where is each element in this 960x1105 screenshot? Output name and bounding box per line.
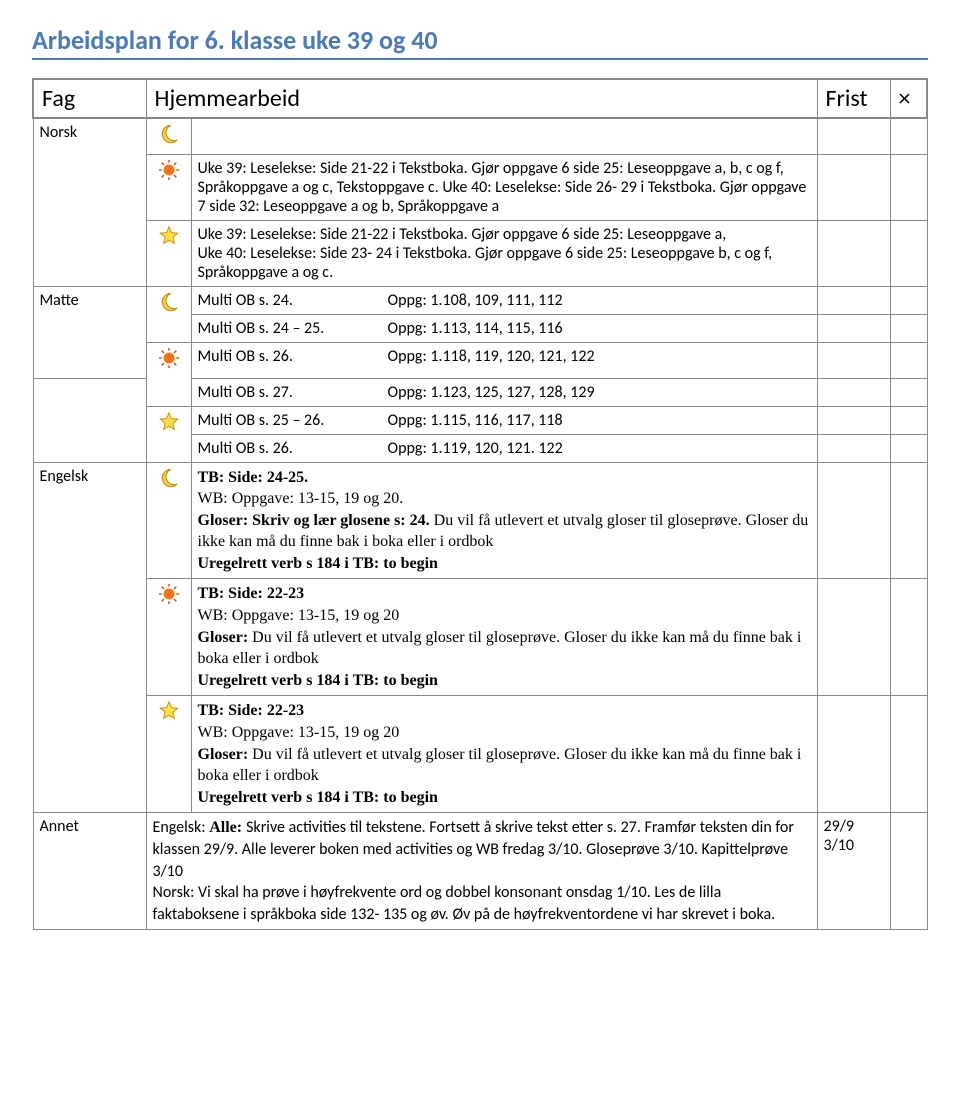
table-row: Matte Multi OB s. 24.Oppg: 1.108, 109, 1… — [33, 287, 927, 315]
matte-sun-2: Multi OB s. 27.Oppg: 1.123, 125, 127, 12… — [191, 378, 817, 406]
table-row: Uke 39: Leselekse: Side 21-22 i Tekstbok… — [33, 221, 927, 287]
norsk-task-star: Uke 39: Leselekse: Side 21-22 i Tekstbok… — [191, 221, 817, 287]
annet-norsk-text: Norsk: Vi skal ha prøve i høyfrekvente o… — [153, 882, 811, 925]
col-frist: Frist — [817, 79, 890, 118]
star-icon — [158, 411, 180, 433]
icon-cell — [146, 118, 191, 155]
frist-date: 3/10 — [824, 836, 884, 855]
tb-label: TB: Side: 22-23 — [198, 585, 305, 602]
col-hjemmearbeid: Hjemmearbeid — [146, 79, 817, 118]
annet-eng-label: Engelsk: — [153, 818, 210, 837]
moon-icon — [158, 291, 180, 313]
table-row: TB: Side: 22-23 WB: Oppgave: 13-15, 19 o… — [33, 579, 927, 696]
gloser-rest: Du vil få utlevert et utvalg gloser til … — [198, 629, 802, 668]
matte-opp: Oppg: 1.113, 114, 115, 116 — [388, 319, 563, 338]
matte-star-1: Multi OB s. 25 – 26.Oppg: 1.115, 116, 11… — [191, 406, 817, 434]
workplan-table: Fag Hjemmearbeid Frist × Norsk Uke 39: L… — [32, 78, 928, 930]
matte-book: Multi OB s. 24 – 25. — [198, 319, 388, 338]
engelsk-moon: TB: Side: 24-25. WB: Oppgave: 13-15, 19 … — [191, 462, 817, 579]
wb-label: WB: Oppgave: 13-15, 19 og 20. — [198, 490, 404, 507]
matte-opp: Oppg: 1.108, 109, 111, 112 — [388, 291, 563, 310]
engelsk-star: TB: Side: 22-23 WB: Oppgave: 13-15, 19 o… — [191, 696, 817, 813]
norsk-empty — [191, 118, 817, 155]
tb-label: TB: Side: 22-23 — [198, 702, 305, 719]
table-row: Multi OB s. 27.Oppg: 1.123, 125, 127, 12… — [33, 378, 927, 406]
star-icon — [158, 225, 180, 247]
matte-opp: Oppg: 1.118, 119, 120, 121, 122 — [388, 347, 595, 366]
moon-icon — [158, 467, 180, 489]
table-row: Multi OB s. 26.Oppg: 1.118, 119, 120, 12… — [33, 343, 927, 379]
matte-opp: Oppg: 1.123, 125, 127, 128, 129 — [388, 383, 595, 402]
sun-icon — [158, 347, 180, 369]
wb-label: WB: Oppgave: 13-15, 19 og 20 — [198, 607, 400, 624]
star-icon — [158, 700, 180, 722]
table-row: Engelsk TB: Side: 24-25. WB: Oppgave: 13… — [33, 462, 927, 579]
matte-moon-1: Multi OB s. 24.Oppg: 1.108, 109, 111, 11… — [191, 287, 817, 315]
subject-annet: Annet — [33, 813, 146, 930]
subject-engelsk: Engelsk — [33, 462, 146, 813]
matte-book: Multi OB s. 24. — [198, 291, 388, 310]
gloser-rest: Du vil få utlevert et utvalg gloser til … — [198, 746, 802, 785]
wb-label: WB: Oppgave: 13-15, 19 og 20 — [198, 724, 400, 741]
sun-icon — [158, 159, 180, 181]
gloser-lead: Gloser: — [198, 629, 249, 646]
matte-book: Multi OB s. 25 – 26. — [198, 411, 388, 430]
matte-opp: Oppg: 1.119, 120, 121. 122 — [388, 439, 563, 458]
matte-book: Multi OB s. 26. — [198, 347, 388, 366]
gloser-lead: Gloser: — [198, 746, 249, 763]
verb-line: Uregelrett verb s 184 i TB: to begin — [198, 789, 438, 806]
engelsk-sun: TB: Side: 22-23 WB: Oppgave: 13-15, 19 o… — [191, 579, 817, 696]
sun-icon — [158, 583, 180, 605]
matte-book: Multi OB s. 26. — [198, 439, 388, 458]
annet-alle-label: Alle: — [209, 819, 246, 836]
col-check: × — [890, 79, 927, 118]
verb-line: Uregelrett verb s 184 i TB: to begin — [198, 672, 438, 689]
matte-opp: Oppg: 1.115, 116, 117, 118 — [388, 411, 563, 430]
verb-line: Uregelrett verb s 184 i TB: to begin — [198, 555, 438, 572]
matte-moon-2: Multi OB s. 24 – 25.Oppg: 1.113, 114, 11… — [191, 315, 817, 343]
table-row: TB: Side: 22-23 WB: Oppgave: 13-15, 19 o… — [33, 696, 927, 813]
matte-star-2: Multi OB s. 26.Oppg: 1.119, 120, 121. 12… — [191, 434, 817, 462]
tb-label: TB: Side: 24-25. — [198, 469, 309, 486]
frist-date: 29/9 — [824, 817, 884, 836]
matte-book: Multi OB s. 27. — [198, 383, 388, 402]
table-row: Annet Engelsk: Alle: Skrive activities t… — [33, 813, 927, 930]
table-row: Multi OB s. 25 – 26.Oppg: 1.115, 116, 11… — [33, 406, 927, 434]
annet-frist: 29/9 3/10 — [817, 813, 890, 930]
norsk-task-sun: Uke 39: Leselekse: Side 21-22 i Tekstbok… — [191, 155, 817, 221]
table-row: Norsk — [33, 118, 927, 155]
header-row: Fag Hjemmearbeid Frist × — [33, 79, 927, 118]
table-row: Uke 39: Leselekse: Side 21-22 i Tekstbok… — [33, 155, 927, 221]
col-fag: Fag — [33, 79, 146, 118]
annet-eng-text: Skrive activities til tekstene. Fortsett… — [153, 818, 794, 880]
page-title: Arbeidsplan for 6. klasse uke 39 og 40 — [32, 24, 928, 60]
annet-content: Engelsk: Alle: Skrive activities til tek… — [146, 813, 817, 930]
moon-icon — [158, 123, 180, 145]
subject-matte: Matte — [33, 287, 146, 379]
matte-sun-1: Multi OB s. 26.Oppg: 1.118, 119, 120, 12… — [191, 343, 817, 379]
gloser-lead: Gloser: Skriv og lær glosene s: 24. — [198, 512, 430, 529]
subject-norsk: Norsk — [33, 118, 146, 287]
